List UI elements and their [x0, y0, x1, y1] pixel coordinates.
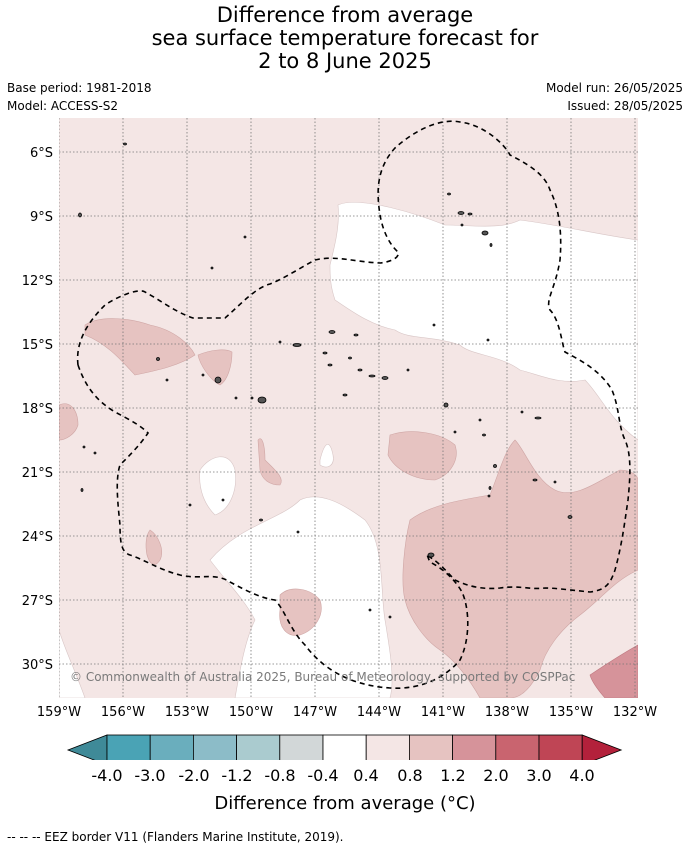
colorbar-segment [149, 734, 194, 760]
title-line-1: Difference from average [216, 3, 474, 27]
colorbar-tick-label: -0.4 [307, 766, 339, 785]
lon-label: 132°W [613, 705, 657, 720]
longitude-labels: 159°W 156°W 153°W 150°W 147°W 144°W 141°… [37, 705, 657, 720]
warm-region-central [387, 431, 457, 481]
lat-label: 9°S [30, 210, 53, 225]
warm-region-west [84, 318, 196, 376]
lat-label: 30°S [22, 658, 53, 673]
neutral-region-small [199, 456, 236, 516]
meta-left: Base period: 1981-2018 Model: ACCESS-S2 [7, 79, 152, 115]
colorbar-segment [495, 734, 540, 760]
issued-date: Issued: 28/05/2025 [567, 99, 683, 113]
neutral-region-east [329, 201, 638, 441]
colorbar-tick-label: 0.8 [397, 766, 423, 785]
colorbar-tick-label: -2.0 [178, 766, 210, 785]
title-line-2: sea surface temperature forecast for [151, 26, 539, 50]
colorbar-tick-label: 0.4 [353, 766, 379, 785]
latitude-labels: 6°S 9°S 12°S 15°S 18°S 21°S 24°S 27°S 30… [22, 146, 53, 673]
model-run: Model run: 26/05/2025 [545, 81, 683, 95]
colorbar-segment [106, 734, 151, 760]
lon-label: 150°W [229, 705, 273, 720]
islands [78, 142, 573, 619]
lon-label: 144°W [357, 705, 401, 720]
lon-label: 153°W [165, 705, 209, 720]
hot-region-southeast [589, 644, 638, 698]
colorbar-tick-label: 2.0 [483, 766, 509, 785]
colorbar-title: Difference from average (°C) [214, 793, 476, 814]
colorbar-segment [365, 734, 410, 760]
lat-label: 12°S [22, 274, 53, 289]
colorbar-tick-label: -4.0 [91, 766, 123, 785]
colorbar-extend-high [581, 734, 623, 760]
lon-label: 147°W [293, 705, 337, 720]
copyright-text: © Commonwealth of Australia 2025, Bureau… [70, 670, 575, 684]
colorbar-segment [279, 734, 324, 760]
colorbar-segment [192, 734, 237, 760]
meta-right: Model run: 26/05/2025 Issued: 28/05/2025 [546, 79, 683, 115]
colorbar-extend-low [66, 734, 108, 760]
colorbar-tick-label: 1.2 [440, 766, 466, 785]
colorbar-segment [538, 734, 583, 760]
colorbar-segment [236, 734, 281, 760]
lat-label: 27°S [22, 594, 53, 609]
eez-border-note: -- -- -- EEZ border V11 (Flanders Marine… [7, 830, 344, 844]
colorbar-segment [322, 734, 367, 760]
colorbar-segment [452, 734, 497, 760]
title-line-3: 2 to 8 June 2025 [258, 49, 432, 73]
anomaly-fields [59, 118, 638, 698]
lat-label: 21°S [22, 466, 53, 481]
warm-region-southeast [402, 439, 638, 698]
lon-label: 156°W [101, 705, 145, 720]
colorbar-tick-label: -3.0 [134, 766, 166, 785]
colorbar-tick-label: -1.2 [221, 766, 253, 785]
lon-label: 159°W [37, 705, 81, 720]
base-period: Base period: 1981-2018 [7, 81, 152, 95]
lat-label: 18°S [22, 402, 53, 417]
map-title: Difference from average sea surface temp… [0, 4, 690, 73]
sst-anomaly-map: © Commonwealth of Australia 2025, Bureau… [22, 118, 657, 760]
lon-label: 135°W [549, 705, 593, 720]
colorbar-tick-label: -0.8 [264, 766, 296, 785]
lat-label: 15°S [22, 338, 53, 353]
colorbar-tick-label: 4.0 [569, 766, 595, 785]
lon-label: 141°W [421, 705, 465, 720]
colorbar [66, 734, 623, 760]
lon-label: 138°W [485, 705, 529, 720]
colorbar-segment [408, 734, 453, 760]
model-name: Model: ACCESS-S2 [7, 99, 119, 113]
colorbar-tick-label: 3.0 [526, 766, 552, 785]
lat-label: 24°S [22, 530, 53, 545]
eez-borders [76, 120, 631, 689]
graticule [59, 118, 638, 698]
lat-label: 6°S [30, 146, 53, 161]
